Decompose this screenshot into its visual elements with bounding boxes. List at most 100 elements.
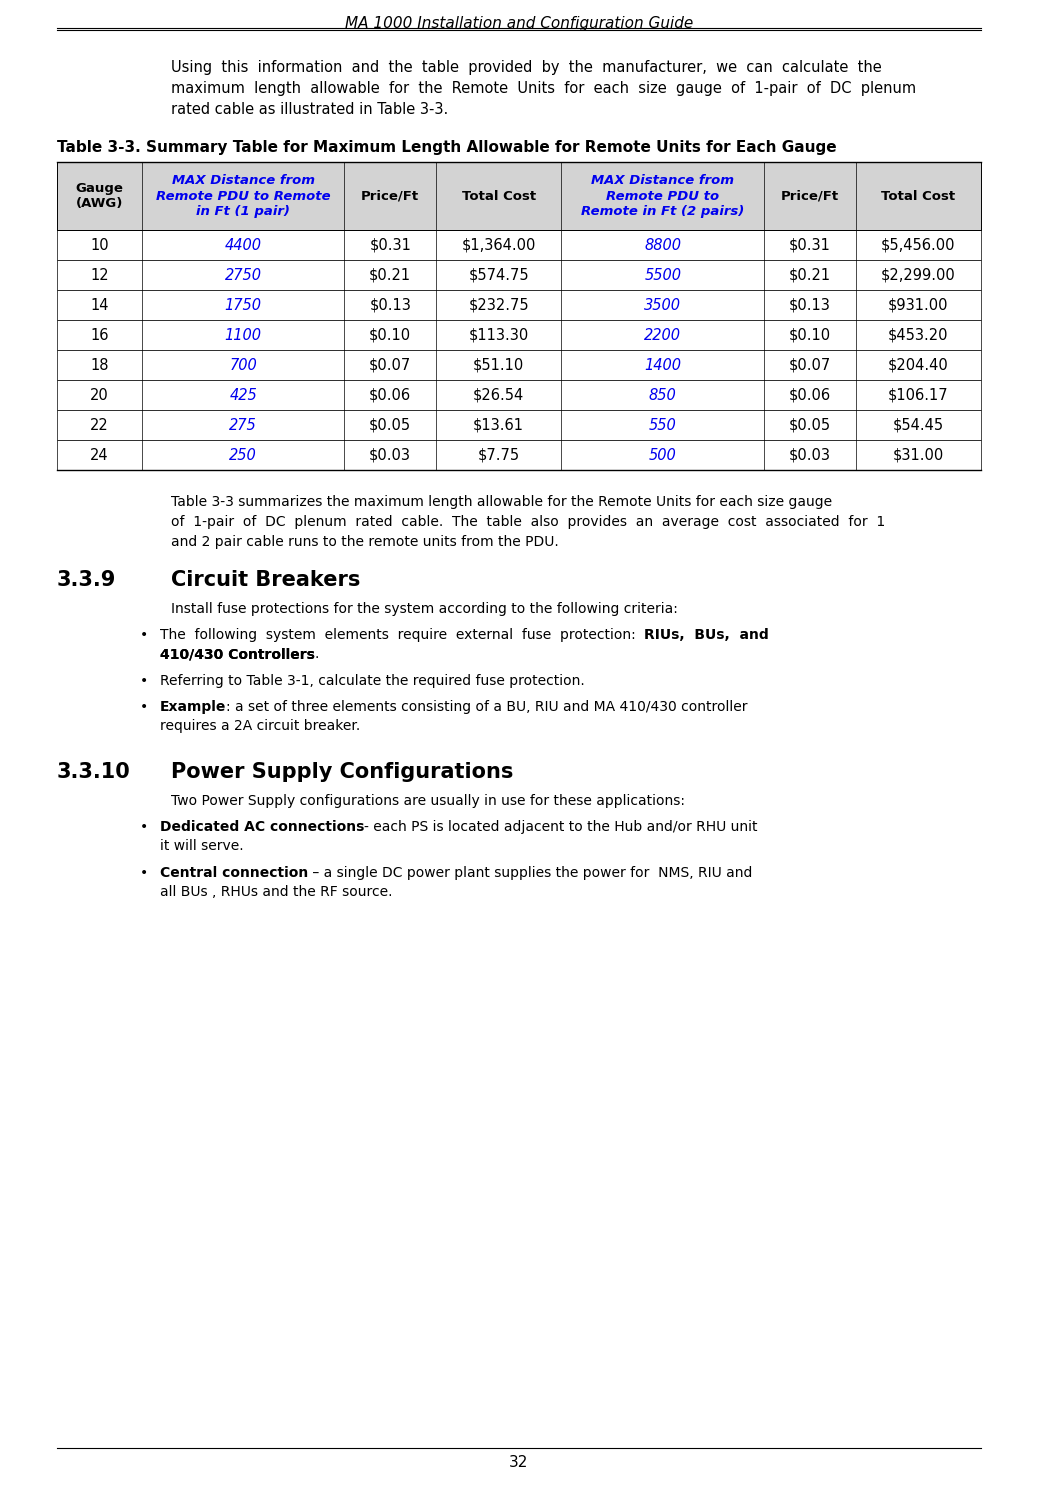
Bar <box>57 229 981 259</box>
Text: $106.17: $106.17 <box>887 387 949 402</box>
Text: $931.00: $931.00 <box>889 298 949 313</box>
Text: Two Power Supply configurations are usually in use for these applications:: Two Power Supply configurations are usua… <box>171 794 685 808</box>
Text: •: • <box>140 673 148 688</box>
Text: $0.21: $0.21 <box>370 268 411 283</box>
Text: $0.03: $0.03 <box>789 447 830 462</box>
Text: Using  this  information  and  the  table  provided  by  the  manufacturer,  we : Using this information and the table pro… <box>171 60 881 74</box>
Text: $0.06: $0.06 <box>370 387 411 402</box>
Text: Price/Ft: Price/Ft <box>781 189 839 203</box>
Text: $0.13: $0.13 <box>789 298 830 313</box>
Text: 275: 275 <box>229 417 257 432</box>
Text: all BUs , RHUs and the RF source.: all BUs , RHUs and the RF source. <box>160 885 392 898</box>
Text: $0.03: $0.03 <box>370 447 411 462</box>
Bar <box>57 320 981 350</box>
Text: $0.05: $0.05 <box>370 417 411 432</box>
Text: 18: 18 <box>90 358 109 372</box>
Text: $5,456.00: $5,456.00 <box>881 237 956 252</box>
Bar <box>57 259 981 291</box>
Text: 1400: 1400 <box>645 358 681 372</box>
Text: of  1-pair  of  DC  plenum  rated  cable.  The  table  also  provides  an  avera: of 1-pair of DC plenum rated cable. The … <box>171 516 885 529</box>
Text: 1100: 1100 <box>224 328 262 343</box>
Text: 410/430 Controllers: 410/430 Controllers <box>160 647 315 662</box>
Text: $0.21: $0.21 <box>789 268 830 283</box>
Text: 1750: 1750 <box>224 298 262 313</box>
Text: Table 3-3. Summary Table for Maximum Length Allowable for Remote Units for Each : Table 3-3. Summary Table for Maximum Len… <box>57 140 837 155</box>
Text: $0.13: $0.13 <box>370 298 411 313</box>
Text: and 2 pair cable runs to the remote units from the PDU.: and 2 pair cable runs to the remote unit… <box>171 535 558 548</box>
Text: 2200: 2200 <box>645 328 681 343</box>
Text: $0.10: $0.10 <box>789 328 830 343</box>
Text: Referring to Table 3-1, calculate the required fuse protection.: Referring to Table 3-1, calculate the re… <box>160 673 584 688</box>
Bar <box>57 350 981 380</box>
Text: 425: 425 <box>229 387 257 402</box>
Text: Gauge
(AWG): Gauge (AWG) <box>76 182 124 210</box>
Text: RIUs,  BUs,  and: RIUs, BUs, and <box>645 627 769 642</box>
Text: The  following  system  elements  require  external  fuse  protection:: The following system elements require ex… <box>160 627 645 642</box>
Text: 8800: 8800 <box>645 237 681 252</box>
Text: 14: 14 <box>90 298 109 313</box>
Bar <box>57 410 981 440</box>
Text: $0.05: $0.05 <box>789 417 830 432</box>
Text: requires a 2A circuit breaker.: requires a 2A circuit breaker. <box>160 720 360 733</box>
Text: 700: 700 <box>229 358 257 372</box>
Text: MA 1000 Installation and Configuration Guide: MA 1000 Installation and Configuration G… <box>345 16 693 31</box>
Text: MAX Distance from
Remote PDU to
Remote in Ft (2 pairs): MAX Distance from Remote PDU to Remote i… <box>581 174 744 218</box>
Text: 16: 16 <box>90 328 109 343</box>
Text: 3.3.9: 3.3.9 <box>57 571 116 590</box>
Text: $26.54: $26.54 <box>473 387 524 402</box>
Text: 10: 10 <box>90 237 109 252</box>
Text: $0.06: $0.06 <box>789 387 830 402</box>
Text: : a set of three elements consisting of a BU, RIU and MA 410/430 controller: : a set of three elements consisting of … <box>226 700 747 714</box>
Text: Install fuse protections for the system according to the following criteria:: Install fuse protections for the system … <box>171 602 678 615</box>
Text: $0.07: $0.07 <box>789 358 831 372</box>
Bar <box>57 291 981 320</box>
Text: 850: 850 <box>649 387 677 402</box>
Text: •: • <box>140 820 148 834</box>
Text: $31.00: $31.00 <box>893 447 944 462</box>
Text: 3500: 3500 <box>645 298 681 313</box>
Text: •: • <box>140 700 148 714</box>
Text: 410/430 Controllers: 410/430 Controllers <box>160 647 315 662</box>
Text: 12: 12 <box>90 268 109 283</box>
Text: .: . <box>315 647 320 662</box>
Text: $1,364.00: $1,364.00 <box>462 237 536 252</box>
Text: •: • <box>140 866 148 881</box>
Text: Example: Example <box>160 700 226 714</box>
Bar <box>57 162 981 229</box>
Text: $2,299.00: $2,299.00 <box>881 268 956 283</box>
Text: 500: 500 <box>649 447 677 462</box>
Text: – a single DC power plant supplies the power for  NMS, RIU and: – a single DC power plant supplies the p… <box>308 866 753 881</box>
Text: Total Cost: Total Cost <box>462 189 536 203</box>
Text: rated cable as illustrated in Table 3-3.: rated cable as illustrated in Table 3-3. <box>171 101 448 118</box>
Text: $54.45: $54.45 <box>893 417 944 432</box>
Text: 250: 250 <box>229 447 257 462</box>
Text: $453.20: $453.20 <box>889 328 949 343</box>
Text: $204.40: $204.40 <box>887 358 949 372</box>
Text: $574.75: $574.75 <box>468 268 529 283</box>
Text: $0.10: $0.10 <box>370 328 411 343</box>
Text: 2750: 2750 <box>224 268 262 283</box>
Text: Dedicated AC connections: Dedicated AC connections <box>160 820 364 834</box>
Text: it will serve.: it will serve. <box>160 839 244 852</box>
Text: MAX Distance from
Remote PDU to Remote
in Ft (1 pair): MAX Distance from Remote PDU to Remote i… <box>156 174 330 218</box>
Text: Total Cost: Total Cost <box>881 189 955 203</box>
Bar <box>57 380 981 410</box>
Text: $13.61: $13.61 <box>473 417 524 432</box>
Text: - each PS is located adjacent to the Hub and/or RHU unit: - each PS is located adjacent to the Hub… <box>364 820 758 834</box>
Text: 4400: 4400 <box>224 237 262 252</box>
Text: Circuit Breakers: Circuit Breakers <box>171 571 360 590</box>
Text: $0.07: $0.07 <box>370 358 411 372</box>
Text: Central connection: Central connection <box>160 866 308 881</box>
Text: 32: 32 <box>510 1456 528 1471</box>
Text: Price/Ft: Price/Ft <box>361 189 419 203</box>
Text: 24: 24 <box>90 447 109 462</box>
Text: 22: 22 <box>90 417 109 432</box>
Text: $0.31: $0.31 <box>370 237 411 252</box>
Text: •: • <box>140 627 148 642</box>
Text: $232.75: $232.75 <box>468 298 529 313</box>
Text: 5500: 5500 <box>645 268 681 283</box>
Text: 550: 550 <box>649 417 677 432</box>
Text: Table 3-3 summarizes the maximum length allowable for the Remote Units for each : Table 3-3 summarizes the maximum length … <box>171 495 832 510</box>
Text: $7.75: $7.75 <box>477 447 520 462</box>
Text: $51.10: $51.10 <box>473 358 524 372</box>
